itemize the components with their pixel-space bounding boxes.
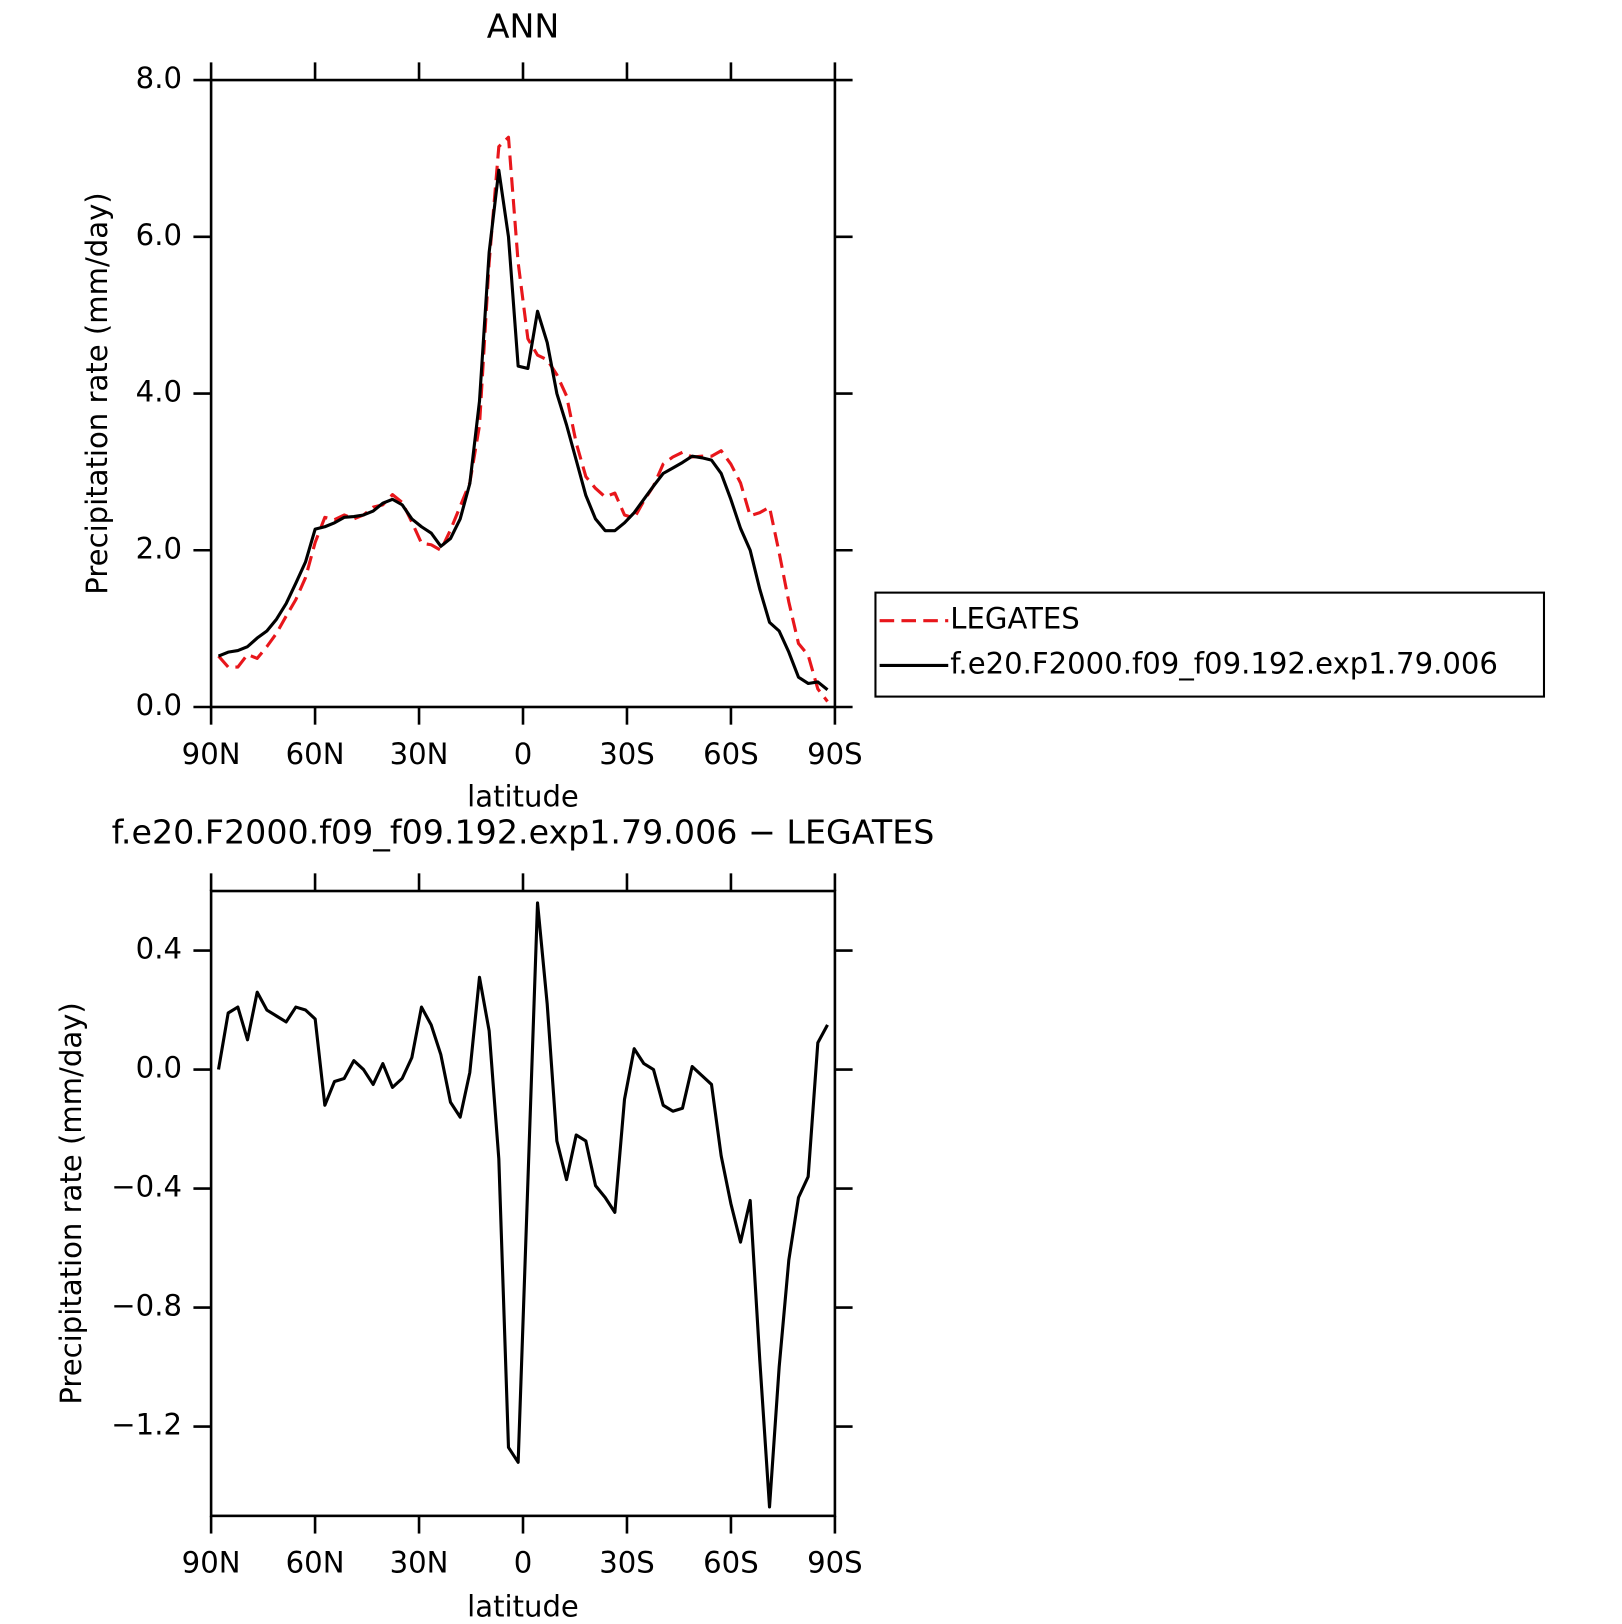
x-tick-label: 30S <box>599 1546 655 1580</box>
x-tick-label: 30N <box>390 1546 449 1580</box>
x-tick-label: 90S <box>807 737 863 771</box>
y-tick-label: 6.0 <box>136 218 182 252</box>
y-tick-label: 0.4 <box>136 932 182 966</box>
y-tick-label: 4.0 <box>136 375 182 409</box>
y-tick-label: −0.4 <box>111 1170 182 1204</box>
legend-box <box>874 591 1546 698</box>
y-tick-label: −0.8 <box>111 1289 182 1323</box>
y-tick-label: 8.0 <box>136 61 182 95</box>
chart-title: ANN <box>487 7 560 46</box>
y-axis-label: Precipitation rate (mm/day) <box>54 1002 88 1404</box>
plot-frame <box>209 889 837 1518</box>
x-tick-label: 90S <box>807 1546 863 1580</box>
data-line <box>217 168 829 691</box>
plot-frame <box>209 78 837 709</box>
y-tick-label: 0.0 <box>136 1051 182 1085</box>
legend-label: LEGATES <box>950 602 1079 636</box>
x-tick-label: 60N <box>286 1546 345 1580</box>
x-tick-label: 60S <box>703 1546 759 1580</box>
chart-title: f.e20.F2000.f09_f09.192.exp1.79.006 − LE… <box>112 812 935 851</box>
data-line <box>217 135 829 703</box>
x-tick-label: 0 <box>514 737 533 771</box>
y-axis-label: Precipitation rate (mm/day) <box>80 192 114 594</box>
y-tick-label: −1.2 <box>111 1408 182 1442</box>
x-axis-label: latitude <box>467 1589 579 1623</box>
y-tick-label: 0.0 <box>136 688 182 722</box>
x-tick-label: 90N <box>182 1546 241 1580</box>
x-tick-label: 0 <box>514 1546 533 1580</box>
legend-label: f.e20.F2000.f09_f09.192.exp1.79.006 <box>950 646 1498 680</box>
x-tick-label: 30S <box>599 737 655 771</box>
y-tick-label: 2.0 <box>136 531 182 565</box>
x-tick-label: 90N <box>182 737 241 771</box>
data-line <box>216 901 829 1509</box>
x-tick-label: 60S <box>703 737 759 771</box>
x-tick-label: 60N <box>286 737 345 771</box>
x-axis-label: latitude <box>467 779 579 813</box>
x-tick-label: 30N <box>390 737 449 771</box>
